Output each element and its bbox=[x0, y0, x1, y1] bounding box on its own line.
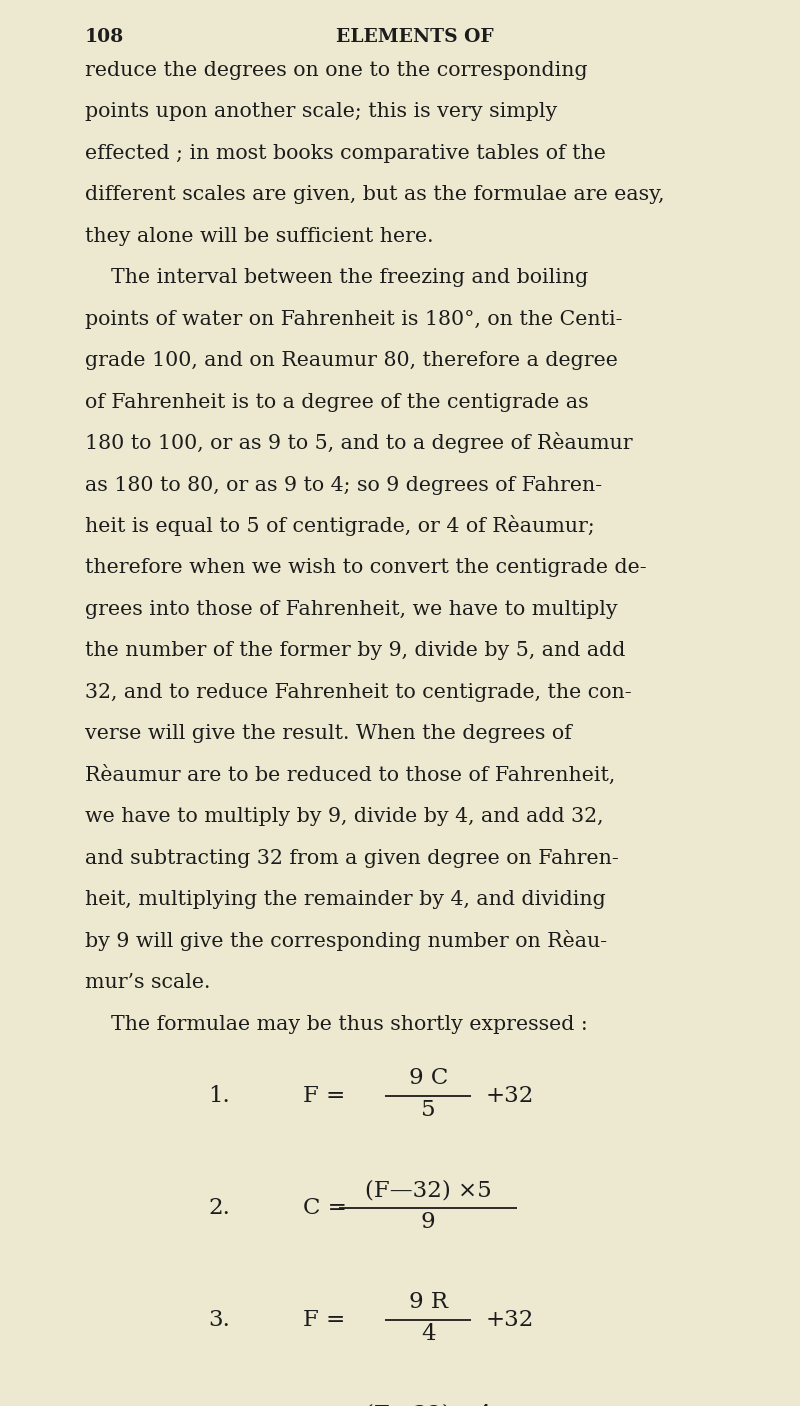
Text: 5: 5 bbox=[421, 1099, 435, 1122]
Text: 9 R: 9 R bbox=[409, 1291, 448, 1313]
Text: C =: C = bbox=[303, 1197, 346, 1219]
Text: verse will give the result. When the degrees of: verse will give the result. When the deg… bbox=[85, 724, 572, 744]
Text: different scales are given, but as the formulae are easy,: different scales are given, but as the f… bbox=[85, 186, 665, 204]
Text: ELEMENTS OF: ELEMENTS OF bbox=[336, 28, 494, 46]
Text: +32: +32 bbox=[486, 1309, 534, 1331]
Text: 3.: 3. bbox=[208, 1309, 230, 1331]
Text: (F—32) ×5: (F—32) ×5 bbox=[365, 1180, 491, 1201]
Text: grees into those of Fahrenheit, we have to multiply: grees into those of Fahrenheit, we have … bbox=[85, 600, 618, 619]
Text: points of water on Fahrenheit is 180°, on the Centi-: points of water on Fahrenheit is 180°, o… bbox=[85, 309, 622, 329]
Text: F =: F = bbox=[303, 1309, 345, 1331]
Text: 1.: 1. bbox=[209, 1085, 230, 1107]
Text: the number of the former by 9, divide by 5, and add: the number of the former by 9, divide by… bbox=[85, 641, 626, 661]
Text: 32, and to reduce Fahrenheit to centigrade, the con-: 32, and to reduce Fahrenheit to centigra… bbox=[85, 683, 632, 702]
Text: The formulae may be thus shortly expressed :: The formulae may be thus shortly express… bbox=[85, 1015, 588, 1033]
Text: 4: 4 bbox=[421, 1323, 435, 1346]
Text: mur’s scale.: mur’s scale. bbox=[85, 973, 210, 993]
Text: by 9 will give the corresponding number on Rèau-: by 9 will give the corresponding number … bbox=[85, 929, 607, 950]
Text: and subtracting 32 from a given degree on Fahren-: and subtracting 32 from a given degree o… bbox=[85, 849, 618, 868]
Text: as 180 to 80, or as 9 to 4; so 9 degrees of Fahren-: as 180 to 80, or as 9 to 4; so 9 degrees… bbox=[85, 475, 602, 495]
Text: The interval between the freezing and boiling: The interval between the freezing and bo… bbox=[85, 269, 588, 287]
Text: we have to multiply by 9, divide by 4, and add 32,: we have to multiply by 9, divide by 4, a… bbox=[85, 807, 603, 827]
Text: (F—32) ×4: (F—32) ×4 bbox=[365, 1403, 491, 1406]
Text: therefore when we wish to convert the centigrade de-: therefore when we wish to convert the ce… bbox=[85, 558, 646, 578]
Text: reduce the degrees on one to the corresponding: reduce the degrees on one to the corresp… bbox=[85, 60, 588, 80]
Text: of Fahrenheit is to a degree of the centigrade as: of Fahrenheit is to a degree of the cent… bbox=[85, 392, 589, 412]
Text: effected ; in most books comparative tables of the: effected ; in most books comparative tab… bbox=[85, 143, 606, 163]
Text: 2.: 2. bbox=[208, 1197, 230, 1219]
Text: 180 to 100, or as 9 to 5, and to a degree of Rèaumur: 180 to 100, or as 9 to 5, and to a degre… bbox=[85, 432, 633, 453]
Text: 9: 9 bbox=[421, 1212, 435, 1233]
Text: +32: +32 bbox=[486, 1085, 534, 1107]
Text: 9 C: 9 C bbox=[409, 1067, 448, 1090]
Text: 108: 108 bbox=[85, 28, 124, 46]
Text: heit is equal to 5 of centigrade, or 4 of Rèaumur;: heit is equal to 5 of centigrade, or 4 o… bbox=[85, 515, 594, 536]
Text: points upon another scale; this is very simply: points upon another scale; this is very … bbox=[85, 103, 558, 121]
Text: F =: F = bbox=[303, 1085, 345, 1107]
Text: grade 100, and on Reaumur 80, therefore a degree: grade 100, and on Reaumur 80, therefore … bbox=[85, 352, 618, 370]
Text: Rèaumur are to be reduced to those of Fahrenheit,: Rèaumur are to be reduced to those of Fa… bbox=[85, 765, 615, 785]
Text: they alone will be sufficient here.: they alone will be sufficient here. bbox=[85, 226, 434, 246]
Text: heit, multiplying the remainder by 4, and dividing: heit, multiplying the remainder by 4, an… bbox=[85, 890, 606, 910]
